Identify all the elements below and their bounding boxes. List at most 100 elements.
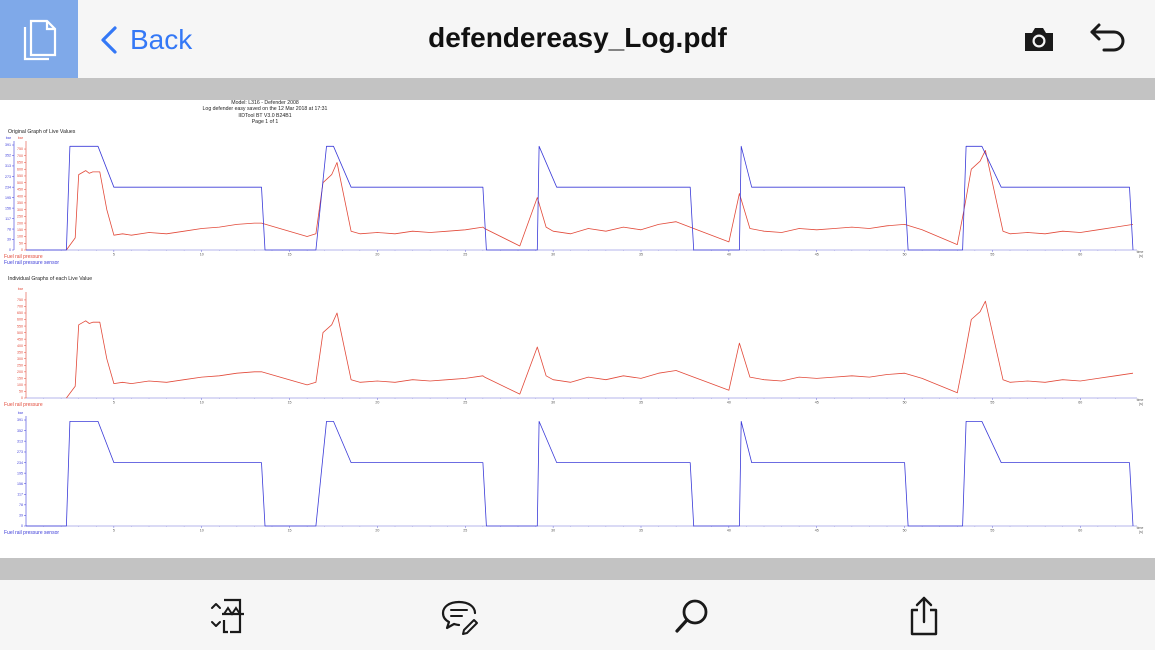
chart2-y-tick-label: 550 [17,324,23,328]
pdf-header: Model: L316 - Defender 2008 Log defender… [0,100,530,126]
chart1-y-tick-label: 200 [17,221,23,225]
chart3-x-tick-label: 5 [113,529,115,533]
pdf-header-line: IIDTool BT V3.0 B24B1 [238,112,292,119]
chart2-x-tick-label: 50 [903,401,907,405]
chart1-x-tick-label: 30 [551,253,555,257]
chart1-y-tick-label: 750 [17,147,23,151]
chart1-x-tick-label: 50 [903,253,907,257]
page-split-button[interactable] [208,596,248,636]
chart1-x-tick-label: 60 [1078,253,1082,257]
chart2-y-tick-label: 0 [21,396,23,400]
chart3-x-tick-label: 15 [288,529,292,533]
fuel-rail-pressure-sensor-line-individual [26,420,1134,527]
chart1-y-tick-label: 250 [17,215,23,219]
chart3-x-axis-unit: (s) [1139,530,1143,534]
camera-button[interactable] [1022,24,1056,54]
back-button[interactable]: Back [100,20,192,60]
undo-icon [1090,23,1125,52]
chart3-x-tick-label: 10 [200,529,204,533]
chart1-y-tick-label: 313 [5,164,11,168]
chart1-y-tick-label: 156 [5,206,11,210]
chart1-x-tick-label: 55 [990,253,994,257]
chart2-y-tick-label: 750 [17,298,23,302]
chart2-y-tick-label: 200 [17,370,23,374]
chart3-y-tick-label: 313 [17,439,23,443]
chart3-legend: Fuel rail pressure sensor [4,530,59,536]
chart1-x-tick-label: 45 [815,253,819,257]
chart1-y-tick-label: 352 [5,154,11,158]
chart1-y-tick-label: 391 [5,143,11,147]
chart3-x-tick-label: 25 [463,529,467,533]
chart1-x-tick-label: 5 [113,253,115,257]
comment-edit-icon [441,600,478,635]
chart1-y-tick-label: 300 [17,208,23,212]
pdf-header-line: Page 1 of 1 [251,119,279,126]
chart2-y-tick-label: 450 [17,337,23,341]
chart3-x-axis-label: time [1137,526,1144,530]
chart1-y-tick-label: 0 [9,248,11,252]
chart1-y-tick-label: 600 [17,167,23,171]
chart1-x-tick-label: 20 [375,253,379,257]
chart3-x-tick-label: 50 [903,529,907,533]
back-label: Back [130,24,193,55]
chevron-left-icon [101,26,117,54]
chart1-y-tick-label: 50 [19,241,23,245]
chart1-x-tick-label: 25 [463,253,467,257]
chart2-y-unit: bar [18,287,24,291]
chart3-x-tick-label: 55 [990,529,994,533]
chart2-y-tick-label: 700 [17,305,23,309]
undo-button[interactable] [1088,22,1128,54]
legend-sensor: Fuel rail pressure sensor [4,260,60,266]
chart1-y-tick-label: 234 [5,185,11,189]
chart1-y-tick-label: 700 [17,154,23,158]
chart2-x-tick-label: 25 [463,401,467,405]
page-gutter-bottom [0,558,1155,580]
document-icon [23,19,57,61]
chart3-x-tick-label: 20 [375,529,379,533]
chart1-y-tick-label: 550 [17,174,23,178]
share-button[interactable] [904,596,944,636]
search-button[interactable] [672,596,712,636]
section1-title: Original Graph of Live Values [8,129,76,135]
chart2-y-tick-label: 350 [17,350,23,354]
chart3-y-tick-label: 78 [19,503,23,507]
chart2-x-tick-label: 55 [990,401,994,405]
chart2-y-tick-label: 400 [17,344,23,348]
comment-edit-button[interactable] [440,596,480,636]
chart2-y-tick-label: 100 [17,383,23,387]
chart1-y-unit: bar [6,136,12,140]
fuel-rail-pressure-sensor-line [26,145,1134,251]
top-toolbar: Back defendereasy_Log.pdf [0,0,1155,78]
chart3-x-tick-label: 40 [727,529,731,533]
chart3-x-tick-label: 60 [1078,529,1082,533]
chart3-y-tick-label: 0 [21,524,23,528]
chart3-y-tick-label: 391 [17,418,23,422]
chart3-y-tick-label: 39 [19,514,23,518]
chart2-y-tick-label: 250 [17,364,23,368]
camera-icon [1025,28,1053,51]
chart3-y-tick-label: 352 [17,429,23,433]
chart2-y-tick-label: 500 [17,331,23,335]
chart2-y-tick-label: 50 [19,390,23,394]
search-icon [675,599,708,633]
chart1-x-tick-label: 40 [727,253,731,257]
pdf-page[interactable]: Model: L316 - Defender 2008 Log defender… [0,100,1155,558]
chart1-y-tick-label: 650 [17,161,23,165]
document-title: defendereasy_Log.pdf [428,22,727,53]
section2-title: Individual Graphs of each Live Value [8,276,93,282]
legend-pressure-2: Fuel rail pressure [4,402,43,408]
chart2-x-tick-label: 45 [815,401,819,405]
document-button[interactable] [0,0,78,78]
page-split-icon [211,598,244,634]
share-icon [910,596,938,636]
pdf-header-line: Log defender easy saved on the 12 Mar 20… [202,106,328,113]
chart2-x-axis-label: time [1137,398,1144,402]
fuel-rail-pressure-line-individual [66,300,1134,399]
chart1-y-tick-label: 350 [17,201,23,205]
chart2-y-tick-label: 650 [17,311,23,315]
chart1-x-tick-label: 15 [288,253,292,257]
chart3-x-tick-label: 45 [815,529,819,533]
chart3-x-tick-label: 30 [551,529,555,533]
pdf-charts-svg: 5 10 15 20 25 30 35 40 45 50 55 60time(s)0397811715… [5,136,1144,534]
chart1-y-tick-label: 195 [5,196,11,200]
